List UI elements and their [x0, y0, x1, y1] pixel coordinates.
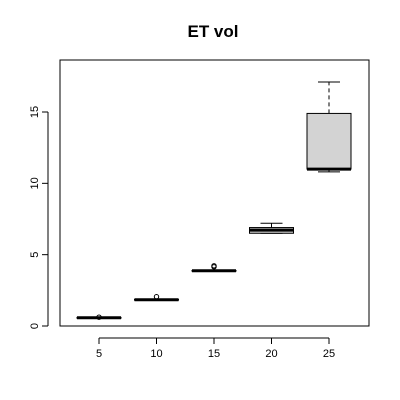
boxes-group — [76, 81, 352, 320]
y-tick-label: 0 — [29, 323, 41, 329]
y-tick-label: 15 — [29, 106, 41, 118]
outlier-point — [96, 314, 102, 320]
box-20 — [249, 222, 294, 234]
box-5 — [76, 314, 122, 320]
box-15 — [191, 263, 237, 273]
box-iqr — [306, 112, 352, 170]
y-tick-label: 5 — [29, 252, 41, 258]
x-tick-label: 10 — [150, 348, 162, 360]
box-25 — [306, 81, 352, 173]
box-10 — [134, 294, 179, 302]
x-tick-label: 25 — [323, 348, 335, 360]
x-tick-label: 20 — [265, 348, 277, 360]
y-tick-label: 10 — [29, 177, 41, 189]
x-axis: 5 10 15 20 25 — [96, 337, 335, 360]
x-tick-label: 5 — [96, 348, 102, 360]
y-axis: 0 5 10 15 — [29, 106, 49, 329]
plot-frame — [59, 59, 370, 327]
chart-title: ET vol — [187, 22, 238, 41]
x-tick-label: 15 — [208, 348, 220, 360]
outlier-point — [153, 294, 160, 300]
outlier-point — [211, 263, 217, 269]
